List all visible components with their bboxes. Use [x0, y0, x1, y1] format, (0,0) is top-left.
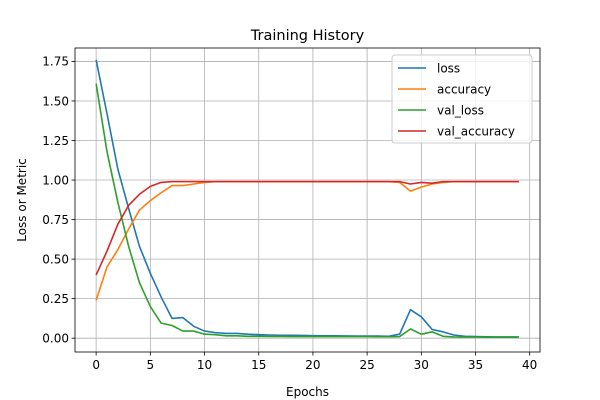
y-axis-label: Loss or Metric: [15, 158, 29, 242]
series-line-val-accuracy: [95, 180, 519, 276]
legend-label-val-accuracy: val_accuracy: [437, 124, 515, 138]
chart-title: Training History: [250, 28, 365, 44]
legend-label-accuracy: accuracy: [437, 82, 491, 96]
x-tick-label: 35: [468, 358, 483, 372]
series-line-accuracy: [95, 180, 519, 301]
legend-box: [391, 54, 533, 144]
y-tick-label: 1.75: [42, 55, 69, 69]
y-axis-ticks: 0.00 0.25 0.50 0.75 1.00 1.25 1.50 1.75: [42, 55, 75, 345]
x-axis-ticks: 0 5 10 15 20 25 30 35 40: [92, 352, 537, 372]
plot-frame: [74, 47, 541, 353]
x-tick-label: 15: [251, 358, 266, 372]
legend-label-val-loss: val_loss: [437, 103, 484, 117]
legend: loss accuracy val_loss val_accuracy: [391, 54, 533, 144]
x-tick-label: 25: [359, 358, 374, 372]
y-tick-label: 0.75: [42, 213, 69, 227]
y-tick-label: 0.00: [42, 331, 69, 345]
series-line-loss: [95, 59, 519, 338]
x-tick-label: 5: [147, 358, 155, 372]
x-tick-label: 10: [197, 358, 212, 372]
x-tick-label: 0: [92, 358, 100, 372]
series-line-val-loss: [95, 83, 519, 339]
y-tick-label: 0.25: [42, 292, 69, 306]
legend-label-loss: loss: [437, 61, 460, 75]
grid: [75, 48, 540, 352]
plot-lines: [95, 59, 519, 339]
y-tick-label: 1.00: [42, 173, 69, 187]
x-tick-label: 40: [522, 358, 537, 372]
y-tick-label: 1.25: [42, 134, 69, 148]
x-axis-label: Epochs: [286, 385, 329, 399]
y-tick-label: 0.50: [42, 252, 69, 266]
x-tick-label: 20: [305, 358, 320, 372]
x-tick-label: 30: [414, 358, 429, 372]
y-tick-label: 1.50: [42, 94, 69, 108]
